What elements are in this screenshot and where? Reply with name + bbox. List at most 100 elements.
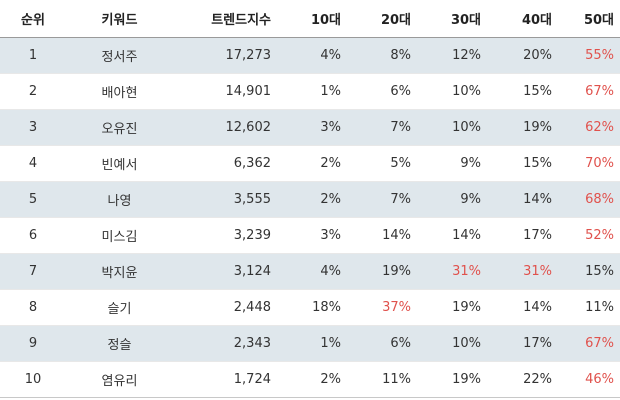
cell-age10: 4% xyxy=(320,47,341,63)
cell-age10: 2% xyxy=(320,155,341,171)
cell-keyword: 정서주 xyxy=(101,49,138,65)
cell-age20: 6% xyxy=(390,335,411,351)
cell-age10: 3% xyxy=(320,227,341,243)
cell-keyword: 슬기 xyxy=(107,301,132,317)
cell-index: 1,724 xyxy=(233,371,271,387)
cell-age30: 19% xyxy=(452,371,481,387)
cell-index: 3,124 xyxy=(233,263,271,279)
table-row: 5 나영 3,555 2% 7% 9% 14% 68% xyxy=(0,181,620,217)
cell-rank: 2 xyxy=(28,83,38,99)
header-row: 순위 키워드 트렌드지수 10대 20대 30대 40대 50대 xyxy=(0,0,620,38)
cell-age40: 17% xyxy=(523,335,552,351)
cell-age50: 55% xyxy=(585,47,614,63)
cell-index: 2,448 xyxy=(233,299,271,315)
cell-age50: 67% xyxy=(585,335,614,351)
cell-age50: 15% xyxy=(585,263,614,279)
cell-age10: 18% xyxy=(312,299,341,315)
cell-age30: 31% xyxy=(452,263,481,279)
cell-age30: 10% xyxy=(452,119,481,135)
cell-age30: 19% xyxy=(452,299,481,315)
cell-age30: 12% xyxy=(452,47,481,63)
cell-rank: 5 xyxy=(28,191,38,207)
cell-age30: 10% xyxy=(452,83,481,99)
header-age30: 30대 xyxy=(417,0,487,38)
header-age20: 20대 xyxy=(347,0,417,38)
cell-rank: 8 xyxy=(28,299,38,315)
cell-age10: 2% xyxy=(320,191,341,207)
cell-rank: 3 xyxy=(28,119,38,135)
table-body: 1 정서주 17,273 4% 8% 12% 20% 55% 2 배아현 14,901 1% 6% 10%… xyxy=(0,37,620,397)
cell-rank: 1 xyxy=(28,47,38,63)
cell-age40: 17% xyxy=(523,227,552,243)
cell-age30: 9% xyxy=(460,191,481,207)
cell-age40: 14% xyxy=(523,191,552,207)
cell-age40: 15% xyxy=(523,155,552,171)
cell-age20: 11% xyxy=(382,371,411,387)
table-header: 순위 키워드 트렌드지수 10대 20대 30대 40대 50대 xyxy=(0,0,620,38)
table-row: 2 배아현 14,901 1% 6% 10% 15% 67% xyxy=(0,73,620,109)
table-row: 10 염유리 1,724 2% 11% 19% 22% 46% xyxy=(0,361,620,397)
cell-age20: 14% xyxy=(382,227,411,243)
cell-index: 3,239 xyxy=(233,227,271,243)
cell-keyword: 박지윤 xyxy=(101,265,138,281)
cell-age10: 3% xyxy=(320,119,341,135)
table-row: 3 오유진 12,602 3% 7% 10% 19% 62% xyxy=(0,109,620,145)
cell-age40: 19% xyxy=(523,119,552,135)
cell-rank: 4 xyxy=(28,155,38,171)
cell-age30: 9% xyxy=(460,155,481,171)
header-age40: 40대 xyxy=(487,0,558,38)
cell-age40: 14% xyxy=(523,299,552,315)
header-age10: 10대 xyxy=(277,0,347,38)
table-row: 1 정서주 17,273 4% 8% 12% 20% 55% xyxy=(0,37,620,73)
table-row: 9 정슬 2,343 1% 6% 10% 17% 67% xyxy=(0,325,620,361)
cell-age20: 6% xyxy=(390,83,411,99)
cell-rank: 6 xyxy=(28,227,38,243)
cell-rank: 9 xyxy=(28,335,38,351)
cell-age20: 5% xyxy=(390,155,411,171)
cell-index: 3,555 xyxy=(233,191,271,207)
cell-age50: 52% xyxy=(585,227,614,243)
cell-index: 17,273 xyxy=(225,47,272,63)
cell-keyword: 오유진 xyxy=(101,121,138,137)
cell-age20: 19% xyxy=(382,263,411,279)
cell-age40: 31% xyxy=(523,263,552,279)
cell-age10: 4% xyxy=(320,263,341,279)
header-rank: 순위 xyxy=(0,0,66,38)
cell-age50: 68% xyxy=(585,191,614,207)
cell-age30: 14% xyxy=(452,227,481,243)
cell-index: 12,602 xyxy=(225,119,272,135)
cell-age50: 70% xyxy=(585,155,614,171)
cell-age40: 20% xyxy=(523,47,552,63)
cell-index: 6,362 xyxy=(233,155,271,171)
cell-age40: 22% xyxy=(523,371,552,387)
cell-index: 2,343 xyxy=(233,335,271,351)
cell-age10: 2% xyxy=(320,371,341,387)
cell-age20: 8% xyxy=(390,47,411,63)
cell-keyword: 정슬 xyxy=(107,337,132,353)
cell-age50: 67% xyxy=(585,83,614,99)
cell-age10: 1% xyxy=(320,335,341,351)
table-row: 6 미스김 3,239 3% 14% 14% 17% 52% xyxy=(0,217,620,253)
cell-index: 14,901 xyxy=(225,83,272,99)
table-row: 8 슬기 2,448 18% 37% 19% 14% 11% xyxy=(0,289,620,325)
cell-rank: 7 xyxy=(28,263,38,279)
cell-keyword: 나영 xyxy=(107,193,132,209)
header-keyword: 키워드 xyxy=(66,0,173,38)
cell-age20: 37% xyxy=(382,299,411,315)
cell-age40: 15% xyxy=(523,83,552,99)
cell-age20: 7% xyxy=(390,119,411,135)
cell-age50: 46% xyxy=(585,371,614,387)
cell-rank: 10 xyxy=(24,371,42,387)
cell-keyword: 빈예서 xyxy=(101,157,138,173)
cell-age50: 11% xyxy=(585,299,614,315)
cell-keyword: 배아현 xyxy=(101,85,138,101)
cell-age20: 7% xyxy=(390,191,411,207)
cell-age10: 1% xyxy=(320,83,341,99)
cell-age50: 62% xyxy=(585,119,614,135)
header-age50: 50대 xyxy=(558,0,620,38)
header-index: 트렌드지수 xyxy=(173,0,277,38)
cell-age30: 10% xyxy=(452,335,481,351)
table-row: 4 빈예서 6,362 2% 5% 9% 15% 70% xyxy=(0,145,620,181)
cell-keyword: 염유리 xyxy=(101,373,138,389)
